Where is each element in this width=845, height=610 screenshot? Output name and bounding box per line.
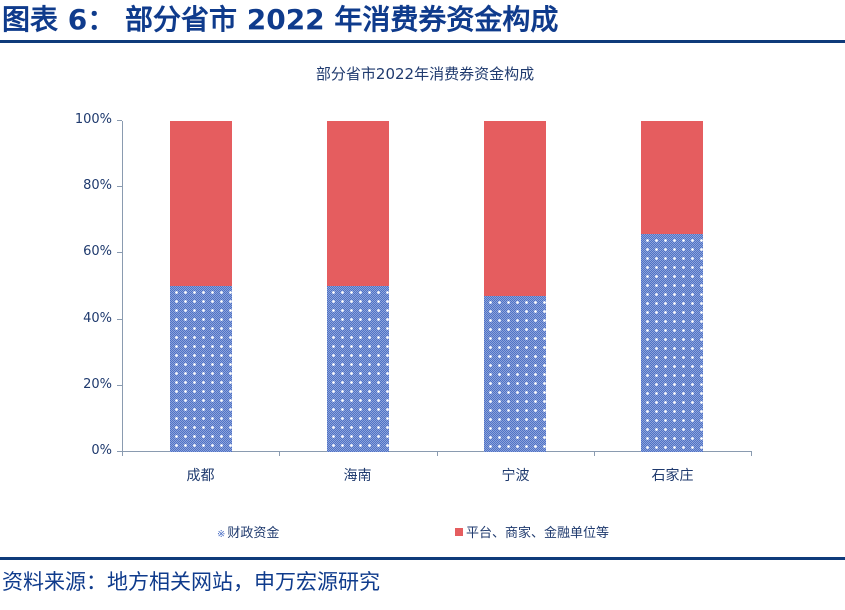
bar-3 (641, 121, 703, 452)
bar-2 (484, 121, 546, 452)
y-tick-label: 80% (83, 178, 112, 193)
y-tick (117, 319, 122, 320)
legend-label-platform: 平台、商家、金融单位等 (466, 526, 610, 541)
x-tick-label: 海南 (343, 468, 372, 484)
legend-pattern-icon: ※ (217, 529, 226, 540)
bar-segment-fiscal (484, 296, 546, 452)
x-tick (279, 451, 280, 456)
title-rule (0, 40, 845, 43)
y-tick (117, 186, 122, 187)
legend-square-icon (455, 528, 463, 536)
x-tick-label: 石家庄 (651, 468, 694, 484)
x-tick-label: 宁波 (501, 468, 530, 484)
bar-segment-fiscal (641, 234, 703, 452)
x-tick-label: 成都 (186, 468, 215, 484)
x-axis (122, 451, 751, 452)
chart-title-text: 部分省市2022年消费券资金构成 (315, 65, 535, 83)
y-tick (117, 252, 122, 253)
y-tick (117, 120, 122, 121)
source-rule (0, 557, 845, 560)
y-tick-label: 60% (83, 244, 112, 259)
x-tick (594, 451, 595, 456)
bar-segment-platform (484, 121, 546, 296)
source-note: 资料来源：地方相关网站，申万宏源研究 (2, 570, 380, 594)
x-tick (437, 451, 438, 456)
bar-segment-platform (170, 121, 232, 286)
bar-segment-fiscal (327, 286, 389, 452)
figure-title: 图表 6： 部分省市 2022 年消费券资金构成 (2, 3, 559, 36)
y-tick-label: 40% (83, 311, 112, 326)
x-tick (122, 451, 123, 456)
legend-item-platform: 平台、商家、金融单位等 (455, 522, 609, 541)
bar-0 (170, 121, 232, 452)
chart-title: 部分省市2022年消费券资金构成 (0, 63, 740, 84)
bar-1 (327, 121, 389, 452)
y-tick-label: 0% (91, 443, 112, 458)
bar-segment-fiscal (170, 286, 232, 452)
legend-item-fiscal: ※ 财政资金 (217, 522, 279, 541)
bar-segment-platform (641, 121, 703, 234)
y-tick-label: 100% (74, 112, 112, 127)
x-tick (751, 451, 752, 456)
y-tick-label: 20% (83, 377, 112, 392)
y-axis (122, 121, 123, 452)
legend-label-fiscal: 财政资金 (227, 526, 280, 541)
bar-segment-platform (327, 121, 389, 286)
y-tick (117, 385, 122, 386)
y-tick (117, 451, 122, 452)
